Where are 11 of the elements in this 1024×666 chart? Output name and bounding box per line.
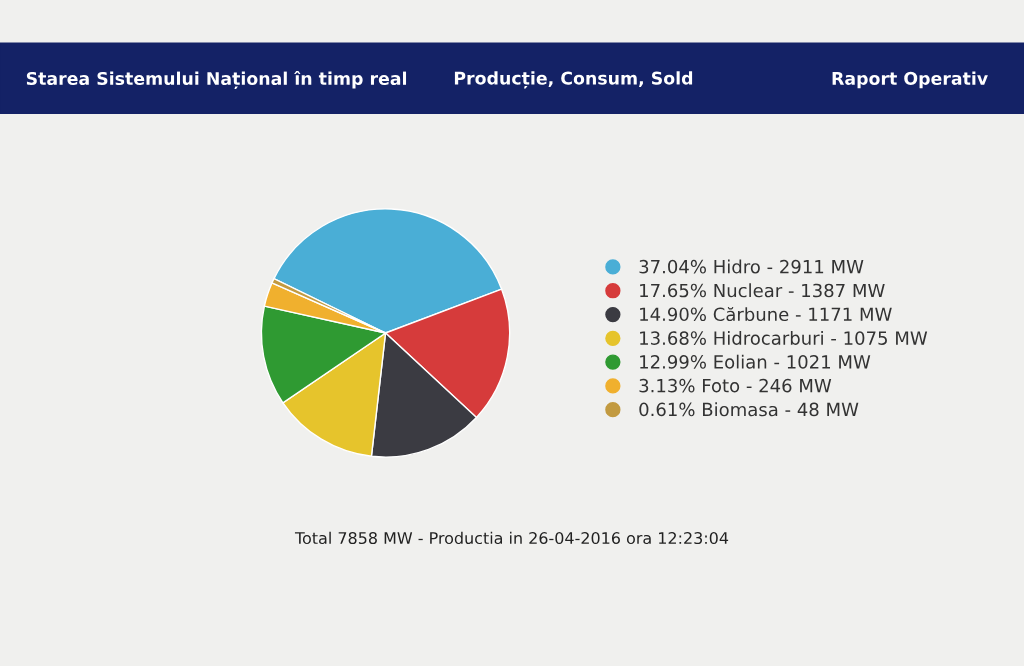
- text: Total 7858 MW - Productia in 26-04-2016 ora 12:23:04: [294, 531, 729, 545]
- legend-label: 17.65% Nuclear - 1387 MW: [640, 283, 885, 298]
- text: Raport Operativ: [832, 71, 988, 89]
- legend-label: 12.99% Eolian - 1021 MW: [640, 354, 871, 369]
- text: Producție, Consum, Sold: [454, 71, 693, 89]
- legend-label: 0.61% Biomasa - 48 MW: [639, 402, 859, 417]
- legend-label: 37.04% Hidro - 2911 MW: [639, 259, 864, 274]
- legend-label: 13.68% Hidrocarburi - 1075 MW: [640, 330, 928, 345]
- legend-label: 14.90% Cărbune - 1171 MW: [640, 307, 892, 322]
- text: Starea Sistemului Național în timp real: [26, 70, 407, 89]
- legend-label: 3.13% Foto - 246 MW: [639, 378, 832, 393]
